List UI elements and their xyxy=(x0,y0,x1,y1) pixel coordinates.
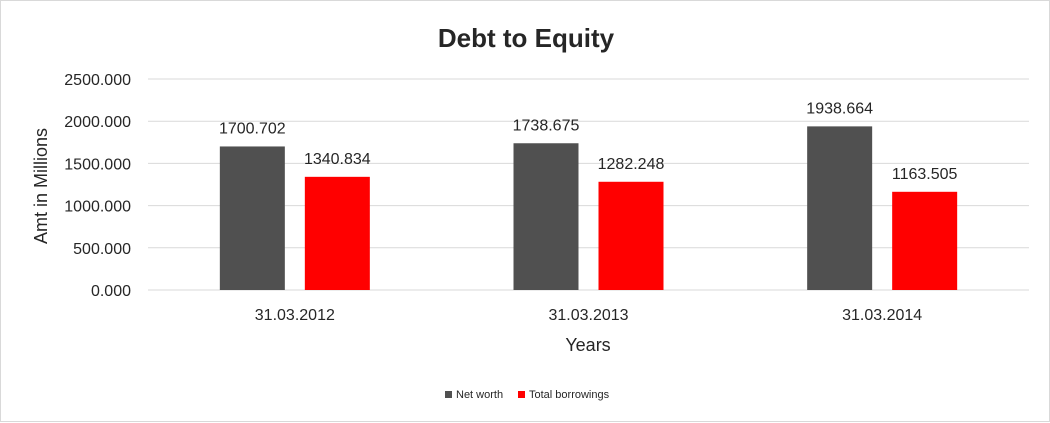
data-label: 1340.834 xyxy=(304,151,371,168)
grid-layer xyxy=(148,78,1029,291)
legend-label: Net worth xyxy=(456,389,503,401)
bar xyxy=(219,146,285,290)
chart-title: Debt to Equity xyxy=(438,23,615,53)
legend: Net worth Total borrowings xyxy=(445,389,610,401)
x-axis-title: Years xyxy=(565,335,610,355)
bar xyxy=(513,143,579,290)
y-tick-label: 2500.000 xyxy=(64,72,131,89)
bars-layer xyxy=(219,126,958,290)
legend-label: Total borrowings xyxy=(529,389,610,401)
y-tick-label: 0.000 xyxy=(91,283,131,300)
data-label: 1282.248 xyxy=(598,156,665,173)
data-label: 1938.664 xyxy=(806,100,873,117)
legend-swatch xyxy=(445,391,452,398)
bar xyxy=(598,181,664,290)
bar xyxy=(892,191,958,290)
data-labels-layer: 1700.702 1340.834 1738.675 1282.248 1938.664… xyxy=(219,100,958,182)
y-tick-labels: 0.000 500.000 1000.000 1500.000 2000.000 2500… xyxy=(64,72,131,300)
x-tick-labels: 31.03.2012 31.03.2013 31.03.2014 xyxy=(255,307,923,324)
y-tick-label: 2000.000 xyxy=(64,114,131,131)
bar xyxy=(304,176,370,290)
x-tick-label: 31.03.2012 xyxy=(255,307,335,324)
data-label: 1163.505 xyxy=(892,166,958,183)
x-tick-label: 31.03.2014 xyxy=(842,307,922,324)
x-tick-label: 31.03.2013 xyxy=(548,307,628,324)
data-label: 1700.702 xyxy=(219,120,286,137)
y-tick-label: 1000.000 xyxy=(64,199,131,216)
data-label: 1738.675 xyxy=(513,117,580,134)
y-tick-label: 500.000 xyxy=(73,241,131,258)
bar xyxy=(807,126,873,290)
y-axis-title: Amt in Millions xyxy=(31,128,51,244)
y-tick-label: 1500.000 xyxy=(64,156,131,173)
legend-swatch xyxy=(518,391,525,398)
